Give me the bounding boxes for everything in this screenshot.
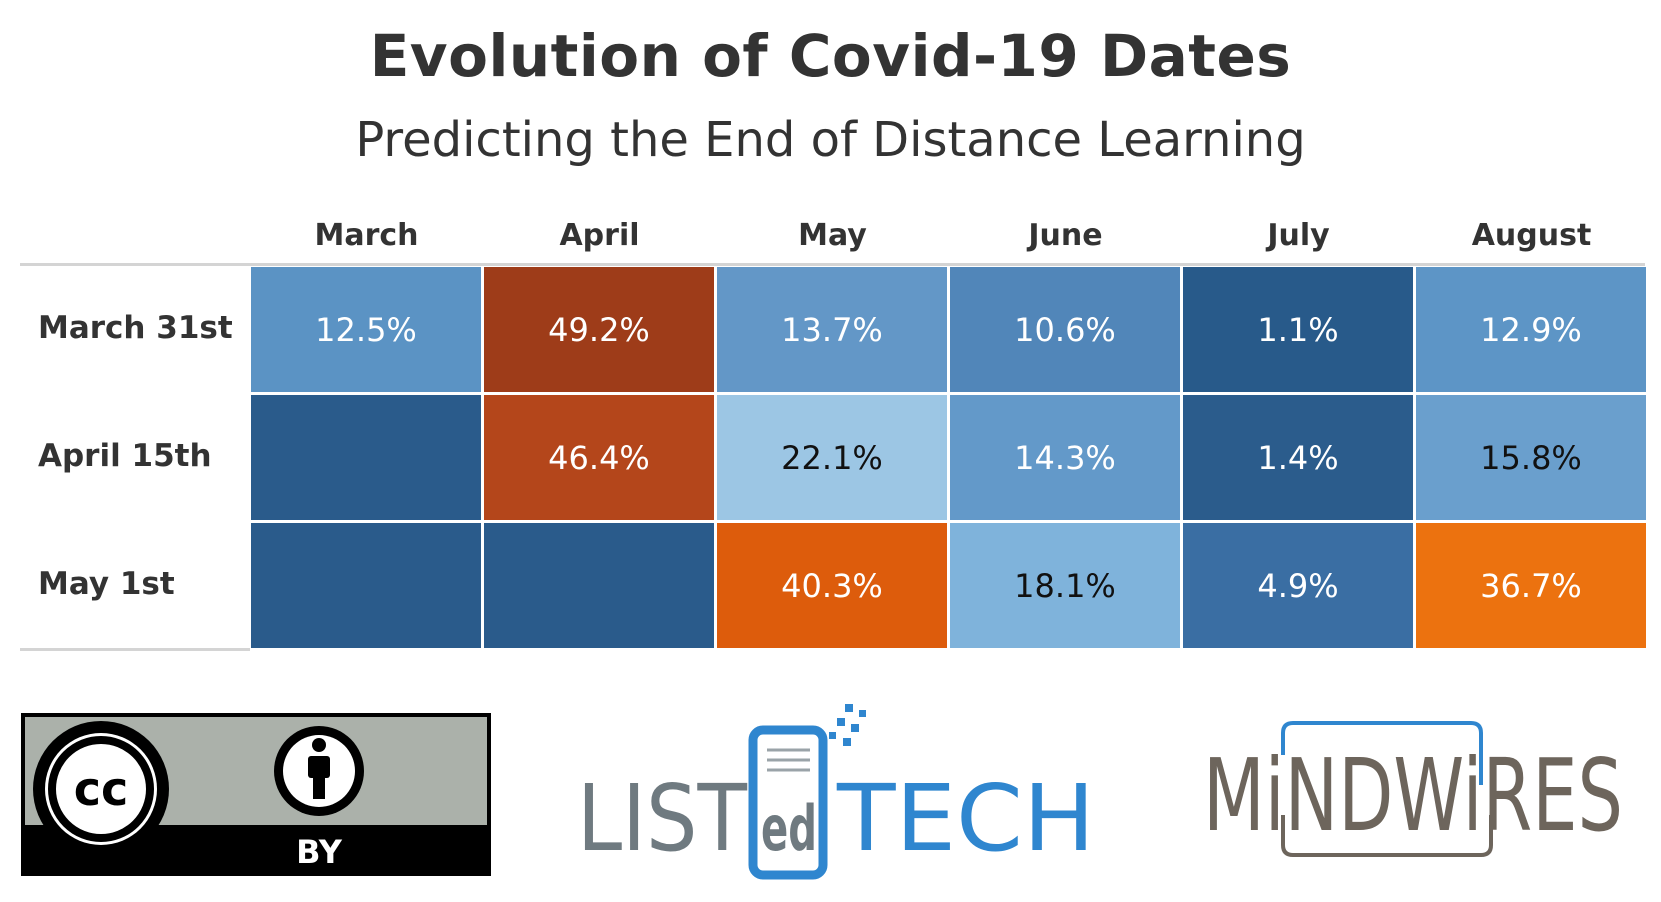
by-text: BY [296,833,343,871]
listedtech-list-text: LIST [577,765,748,872]
mindwires-text: MiNDWiRES [1203,737,1623,854]
row-label: May 1st [38,566,175,602]
heatmap-cell: 1.4% [1183,395,1413,520]
heatmap-cell: 36.7% [1416,523,1646,648]
column-header-july: July [1267,218,1330,253]
row-label: March 31st [38,310,233,346]
cell-value-label: 46.4% [548,438,650,477]
heatmap-cell [251,395,481,520]
row-label: April 15th [38,438,212,474]
cell-value-label: 12.5% [315,310,417,349]
cell-value-label: 12.9% [1480,310,1582,349]
cell-value-label: 4.9% [1257,566,1339,605]
heatmap-cell: 13.7% [717,267,947,392]
cc-text: cc [74,762,129,816]
chart-title: Evolution of Covid-19 Dates [369,22,1292,90]
mindwires-logo: MiNDWiRES [1203,721,1623,857]
column-header-august: August [1471,218,1592,253]
column-header-may: May [798,218,867,253]
cell-value-label: 49.2% [548,310,650,349]
cell-value-label: 22.1% [781,438,883,477]
column-header-june: June [1028,218,1103,253]
heatmap-cell: 1.1% [1183,267,1413,392]
table-top-divider [20,263,1645,266]
heatmap-cell: 15.8% [1416,395,1646,520]
heatmap-cell: 46.4% [484,395,714,520]
cell-value-label: 36.7% [1480,566,1582,605]
column-header-april: April [559,218,640,253]
column-header-march: March [314,218,419,253]
heatmap-cell: 12.9% [1416,267,1646,392]
cell-value-label: 10.6% [1014,310,1116,349]
heatmap-cell: 4.9% [1183,523,1413,648]
cell-value-label: 40.3% [781,566,883,605]
heatmap-cell: 22.1% [717,395,947,520]
heatmap-cell: 40.3% [717,523,947,648]
table-bottom-divider [20,648,250,651]
heatmap-cell: 18.1% [950,523,1180,648]
chart-subtitle: Predicting the End of Distance Learning [355,112,1306,168]
heatmap-cell: 10.6% [950,267,1180,392]
heatmap-cell: 49.2% [484,267,714,392]
listedtech-tech-text: TECH [836,765,1095,872]
cell-value-label: 1.1% [1257,310,1339,349]
listedtech-ed-text: ed [761,792,817,865]
cell-value-label: 13.7% [781,310,883,349]
listedtech-logo: LIST ed TECH [577,704,1095,880]
cell-value-label: 1.4% [1257,438,1339,477]
heatmap-cell: 12.5% [251,267,481,392]
cell-value-label: 14.3% [1014,438,1116,477]
heatmap-cell [251,523,481,648]
heatmap-cell [484,523,714,648]
cc-by-license-logo: cc BY [21,713,491,876]
heatmap-cell: 14.3% [950,395,1180,520]
cell-value-label: 15.8% [1480,438,1582,477]
cell-value-label: 18.1% [1014,566,1116,605]
